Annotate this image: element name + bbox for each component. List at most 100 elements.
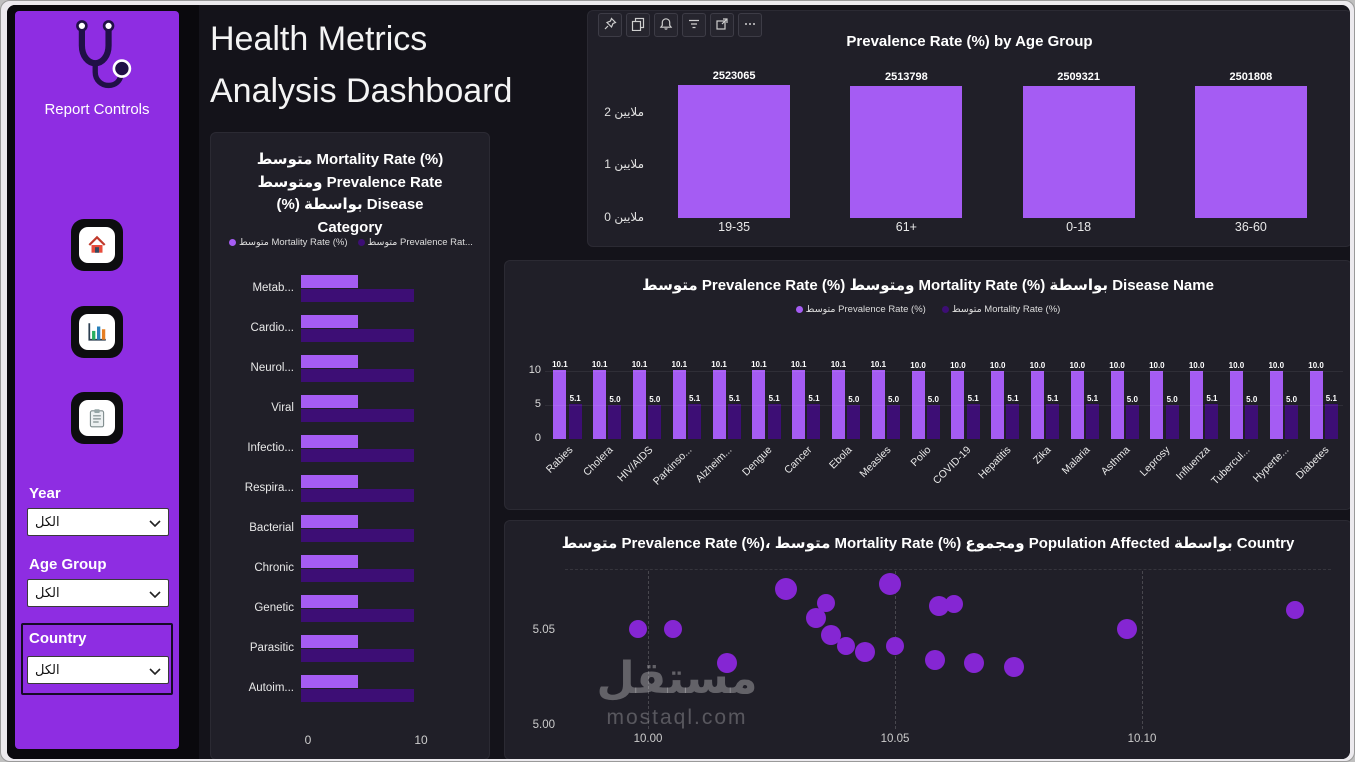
scatter-point[interactable] [964,653,985,674]
age-group-filter-select[interactable]: الكل [27,579,169,607]
bar[interactable] [1190,371,1204,439]
bar[interactable] [712,370,726,439]
bar[interactable] [301,568,414,582]
scatter-point[interactable] [1003,657,1024,678]
scatter-point[interactable] [629,620,648,639]
bar[interactable] [301,274,358,288]
bar[interactable] [1110,371,1124,439]
scatter-point[interactable] [1286,601,1305,620]
scatter-point[interactable] [805,607,826,628]
bar[interactable] [1086,404,1100,439]
bar[interactable] [301,594,358,608]
bar[interactable] [1205,404,1219,439]
bar[interactable] [1030,371,1044,439]
bar[interactable] [568,404,582,439]
scatter-point[interactable] [816,593,835,612]
scatter-point[interactable] [717,653,738,674]
bar[interactable] [871,370,885,439]
bar[interactable] [1046,404,1060,439]
scatter-point[interactable] [879,572,902,595]
bar[interactable] [1309,371,1323,439]
bar[interactable] [301,528,414,542]
bar[interactable] [767,404,781,439]
bar[interactable] [672,370,686,439]
scatter-point[interactable] [855,641,876,662]
bar-with-label: 5.1 [1046,394,1060,439]
bar[interactable] [553,370,567,439]
bar[interactable] [593,370,607,439]
bar[interactable] [807,404,821,439]
bar[interactable] [792,370,806,439]
bar[interactable] [1229,371,1243,439]
scatter-point[interactable] [836,637,855,656]
copy-button[interactable] [626,13,650,37]
scatter-point[interactable] [924,649,945,670]
bar[interactable] [1245,405,1259,439]
bar[interactable] [301,514,358,528]
bar[interactable] [887,405,901,439]
bar[interactable] [688,404,702,439]
alerts-button[interactable] [654,13,678,37]
bar[interactable] [301,368,414,382]
bar[interactable] [850,86,963,218]
bar[interactable] [301,408,414,422]
bar[interactable] [632,370,646,439]
bar[interactable] [752,370,766,439]
focus-mode-button[interactable] [710,13,734,37]
bar[interactable] [1324,404,1338,439]
scatter-point[interactable] [929,596,950,617]
bar[interactable] [1125,405,1139,439]
bar[interactable] [301,434,358,448]
bar[interactable] [301,488,414,502]
year-filter-select[interactable]: الكل [27,508,169,536]
bar-value-label: 5.1 [689,394,701,403]
scatter-point[interactable] [1117,619,1138,640]
bar[interactable] [926,405,940,439]
bar[interactable] [727,404,741,439]
more-options-button[interactable] [738,13,762,37]
bar[interactable] [301,394,358,408]
bar[interactable] [301,688,414,702]
bar[interactable] [1070,371,1084,439]
bar[interactable] [1022,86,1135,218]
bar[interactable] [608,405,622,439]
bar[interactable] [966,404,980,439]
bar[interactable] [301,354,358,368]
bar[interactable] [1165,405,1179,439]
bar[interactable] [951,371,965,439]
bar[interactable] [911,371,925,439]
bar-value-label: 5.0 [1285,395,1298,404]
bar[interactable] [847,405,861,439]
nav-home-button[interactable] [71,219,123,271]
bar[interactable] [301,474,358,488]
nav-report-button[interactable] [71,392,123,444]
bar[interactable] [1285,405,1299,439]
bar[interactable] [1006,404,1020,439]
filters-button[interactable] [682,13,706,37]
bar-group: 10.0 5.1 [945,361,985,439]
bar[interactable] [301,554,358,568]
scatter-point[interactable] [820,624,841,645]
country-filter-select[interactable]: الكل [27,656,169,684]
scatter-point[interactable] [775,578,798,601]
scatter-point[interactable] [945,595,964,614]
bar[interactable] [301,288,414,302]
bar[interactable] [301,314,358,328]
bar[interactable] [678,85,791,218]
bar[interactable] [301,328,414,342]
bar[interactable] [991,371,1005,439]
pin-button[interactable] [598,13,622,37]
bar[interactable] [1194,86,1307,218]
bar[interactable] [831,370,845,439]
bar[interactable] [301,634,358,648]
bar[interactable] [1150,371,1164,439]
scatter-point[interactable] [663,620,682,639]
nav-chart-button[interactable] [71,306,123,358]
bar[interactable] [301,608,414,622]
scatter-point[interactable] [886,637,904,656]
bar[interactable] [301,448,414,462]
bar[interactable] [301,674,358,688]
bar[interactable] [301,648,414,662]
bar[interactable] [648,405,662,439]
bar[interactable] [1269,371,1283,439]
